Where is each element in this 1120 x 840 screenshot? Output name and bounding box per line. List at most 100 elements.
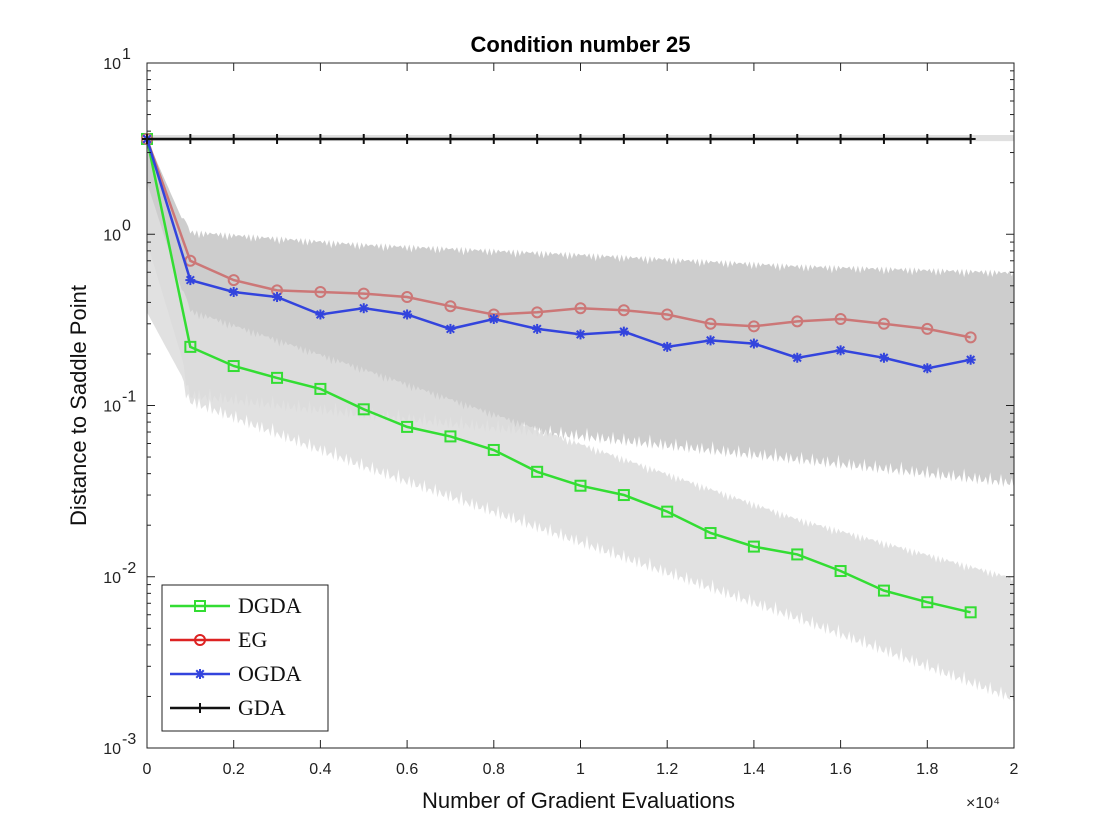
y-tick-exponent: -1 [122, 389, 136, 406]
y-tick-label: 10 [103, 399, 121, 416]
point-ogda [445, 323, 456, 334]
point-dgda [704, 527, 717, 540]
point-eg [791, 315, 804, 328]
point-gda [618, 133, 629, 144]
point-ogda [922, 363, 933, 374]
star-stroke [792, 353, 802, 363]
point-eg [704, 317, 717, 330]
point-gda [965, 133, 976, 144]
star-stroke [879, 353, 889, 363]
star-stroke [749, 339, 759, 349]
point-eg [531, 306, 544, 319]
point-gda [228, 133, 239, 144]
point-eg [877, 317, 890, 330]
x-tick-label: 1.8 [916, 761, 938, 778]
point-dgda [921, 596, 934, 609]
legend-entry-dgda: DGDA [170, 593, 302, 618]
point-dgda [964, 606, 977, 619]
series-eg [141, 132, 977, 344]
star-stroke [706, 335, 716, 345]
y-tick-label: 10 [103, 227, 121, 244]
point-ogda [792, 352, 803, 363]
legend-entry-eg: EG [170, 627, 267, 652]
point-dgda [747, 540, 760, 553]
point-gda [358, 133, 369, 144]
x-tick-label: 1 [576, 761, 585, 778]
x-tick-label: 0.8 [483, 761, 505, 778]
point-ogda [185, 275, 196, 286]
point-dgda [357, 403, 370, 416]
legend-entry-gda: GDA [170, 695, 286, 720]
point-eg [357, 287, 370, 300]
point-gda [315, 133, 326, 144]
star-stroke [662, 342, 672, 352]
point-gda [488, 133, 499, 144]
point-gda [402, 133, 413, 144]
star-stroke [272, 292, 282, 302]
point-eg [617, 304, 630, 317]
point-gda [835, 133, 846, 144]
point-ogda [272, 292, 283, 303]
point-gda [185, 133, 196, 144]
y-tick-exponent: 0 [122, 217, 131, 234]
series-line-ogda [145, 138, 971, 370]
series-line-dgda [145, 138, 971, 614]
point-ogda [228, 287, 239, 298]
star-stroke [532, 324, 542, 334]
star-stroke [489, 314, 499, 324]
point-gda [662, 133, 673, 144]
star-stroke [445, 324, 455, 334]
point-dgda [227, 360, 240, 373]
y-tick-label: 10 [103, 570, 121, 587]
legend-label: GDA [238, 695, 286, 720]
star-stroke [576, 329, 585, 339]
point-eg [574, 302, 587, 315]
point-ogda [358, 303, 369, 314]
x-tick-label: 1.6 [829, 761, 851, 778]
x-tick-label: 1.4 [743, 761, 765, 778]
point-eg [227, 274, 240, 287]
point-gda [705, 133, 716, 144]
point-gda [575, 133, 586, 144]
point-ogda [878, 352, 889, 363]
point-dgda [401, 420, 414, 433]
x-tick-label: 1.2 [656, 761, 678, 778]
y-axis-label: Distance to Saddle Point [66, 285, 91, 526]
y-tick-exponent: 1 [122, 46, 131, 63]
point-eg [834, 312, 847, 325]
point-dgda [487, 443, 500, 456]
x-tick-label: 0 [143, 761, 152, 778]
point-dgda [791, 548, 804, 561]
point-gda [272, 133, 283, 144]
axis-ticks: 0 0.2 0.4 0.6 0.8 1 1.2 1.4 1.6 1.8 210-310-210-11… [103, 46, 1018, 778]
x-tick-label: 0.6 [396, 761, 418, 778]
series-lines [141, 132, 977, 619]
point-dgda [531, 465, 544, 478]
star-stroke [402, 310, 412, 319]
y-tick-exponent: -2 [122, 560, 136, 577]
legend-box [161, 584, 329, 732]
point-dgda [444, 430, 457, 443]
legend-label: EG [238, 627, 267, 652]
legend-label: OGDA [238, 661, 302, 686]
point-ogda [618, 326, 629, 337]
point-ogda [748, 338, 759, 349]
point-ogda [705, 335, 716, 346]
y-tick-exponent: -3 [122, 731, 136, 748]
series-ogda [142, 133, 976, 374]
point-dgda [271, 371, 284, 384]
point-eg [921, 322, 934, 335]
point-dgda [184, 340, 197, 353]
x-axis-label: Number of Gradient Evaluations [422, 788, 735, 813]
chart-title: Condition number 25 [471, 32, 691, 57]
point-ogda [315, 309, 326, 320]
star-stroke [229, 287, 239, 297]
legend-marker [195, 703, 205, 713]
point-dgda [661, 505, 674, 518]
point-gda [792, 133, 803, 144]
legend-marker [194, 600, 206, 612]
x-axis-multiplier: ×10⁴ [966, 795, 1000, 812]
point-dgda [834, 565, 847, 578]
legend-label: DGDA [238, 593, 302, 618]
